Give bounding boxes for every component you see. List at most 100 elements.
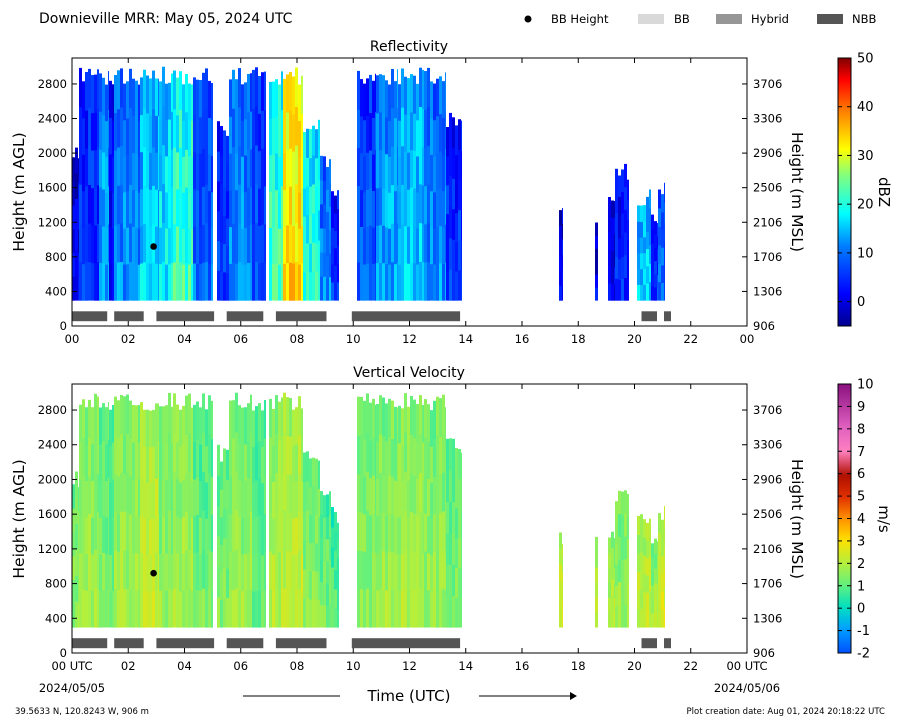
echo-cell — [334, 247, 337, 266]
echo-cell — [138, 516, 140, 554]
echo-cell — [657, 555, 658, 571]
echo-cell — [301, 590, 303, 628]
echo-cell — [614, 582, 615, 598]
echo-cell — [258, 150, 261, 189]
echo-cell — [422, 185, 424, 224]
y-tick-label: 2800 — [38, 77, 67, 91]
echo-cell — [91, 443, 94, 481]
echo-cell — [416, 228, 419, 265]
echo-cell — [388, 550, 391, 590]
echo-cell — [79, 478, 82, 517]
echo-cell — [105, 517, 108, 555]
echo-cell — [278, 192, 281, 229]
echo-cell — [120, 588, 123, 628]
echo-cell — [323, 252, 326, 277]
echo-cell — [97, 511, 99, 551]
echo-cell — [624, 163, 627, 188]
echo-cell — [318, 516, 320, 545]
echo-cell — [320, 536, 323, 560]
echo-cell — [315, 570, 318, 600]
echo-cell — [320, 179, 323, 205]
echo-cell — [424, 513, 427, 552]
echo-cell — [385, 153, 388, 191]
echo-cell — [363, 191, 366, 229]
echo-cell — [329, 206, 331, 231]
echo-cell — [135, 479, 138, 517]
echo-cell — [159, 479, 162, 518]
echo-cell — [91, 225, 94, 264]
echo-cell — [275, 472, 278, 512]
echo-cell — [624, 277, 627, 301]
echo-cell — [226, 245, 229, 274]
bb-type-band — [156, 638, 215, 649]
echo-cell — [286, 588, 289, 628]
y-tick-label: 400 — [45, 284, 67, 298]
colorbar-tick-label: 2 — [857, 557, 865, 572]
echo-cell — [637, 515, 640, 535]
echo-cell — [369, 225, 372, 264]
echo-cell — [176, 188, 179, 227]
echo-cell — [211, 83, 213, 120]
echo-cell — [88, 475, 91, 514]
x-tick-label: 00 — [65, 332, 80, 346]
echo-cell — [132, 590, 135, 628]
echo-cell — [255, 442, 258, 481]
echo-cell — [99, 262, 102, 301]
echo-cell — [72, 204, 75, 230]
echo-cell — [449, 268, 452, 301]
echo-cell — [372, 227, 375, 265]
echo-cell — [334, 195, 337, 214]
echo-cell — [165, 516, 168, 554]
bb-type-band — [226, 311, 264, 322]
echo-cell — [452, 501, 455, 534]
echo-cell — [117, 146, 120, 186]
echo-cell — [193, 441, 196, 480]
echo-cell — [117, 438, 120, 477]
echo-cell — [410, 224, 413, 263]
echo-cell — [433, 264, 436, 301]
echo-cell — [202, 262, 205, 301]
echo-cell — [360, 263, 363, 301]
echo-cell — [455, 448, 458, 479]
x-tick-label: 00 UTC — [51, 659, 92, 673]
echo-cell — [318, 270, 320, 301]
echo-cell — [135, 80, 138, 118]
echo-cell — [211, 400, 213, 440]
echo-cell — [193, 404, 196, 443]
echo-cell — [292, 554, 295, 592]
echo-cell — [615, 168, 618, 192]
echo-cell — [162, 516, 165, 554]
echo-cell — [99, 407, 102, 445]
echo-cell — [391, 438, 394, 477]
echo-cell — [223, 130, 226, 160]
echo-cell — [229, 116, 232, 154]
echo-cell — [643, 609, 646, 628]
echo-cell — [217, 444, 220, 476]
echo-cell — [449, 206, 452, 239]
echo-cell — [664, 546, 665, 568]
echo-cell — [171, 406, 173, 445]
echo-cell — [72, 157, 75, 182]
echo-cell — [269, 227, 272, 265]
echo-cell — [244, 443, 247, 482]
echo-cell — [611, 547, 614, 564]
echo-cell — [372, 513, 375, 552]
echo-cell — [357, 109, 360, 148]
echo-cell — [78, 487, 79, 511]
echo-cell — [155, 152, 158, 190]
echo-cell — [455, 537, 458, 568]
echo-cell — [117, 551, 120, 590]
echo-cell — [303, 188, 306, 217]
echo-cell — [269, 81, 272, 119]
echo-cell — [196, 189, 199, 228]
echo-cell — [394, 190, 397, 228]
y-tick-label: 1600 — [38, 507, 67, 521]
echo-cell — [217, 180, 220, 212]
echo-cell — [654, 538, 657, 554]
echo-cell — [326, 582, 329, 606]
echo-cell — [289, 588, 292, 628]
echo-cell — [446, 213, 449, 243]
echo-cell — [292, 113, 295, 152]
echo-cell — [94, 224, 97, 264]
echo-cell — [140, 151, 143, 190]
